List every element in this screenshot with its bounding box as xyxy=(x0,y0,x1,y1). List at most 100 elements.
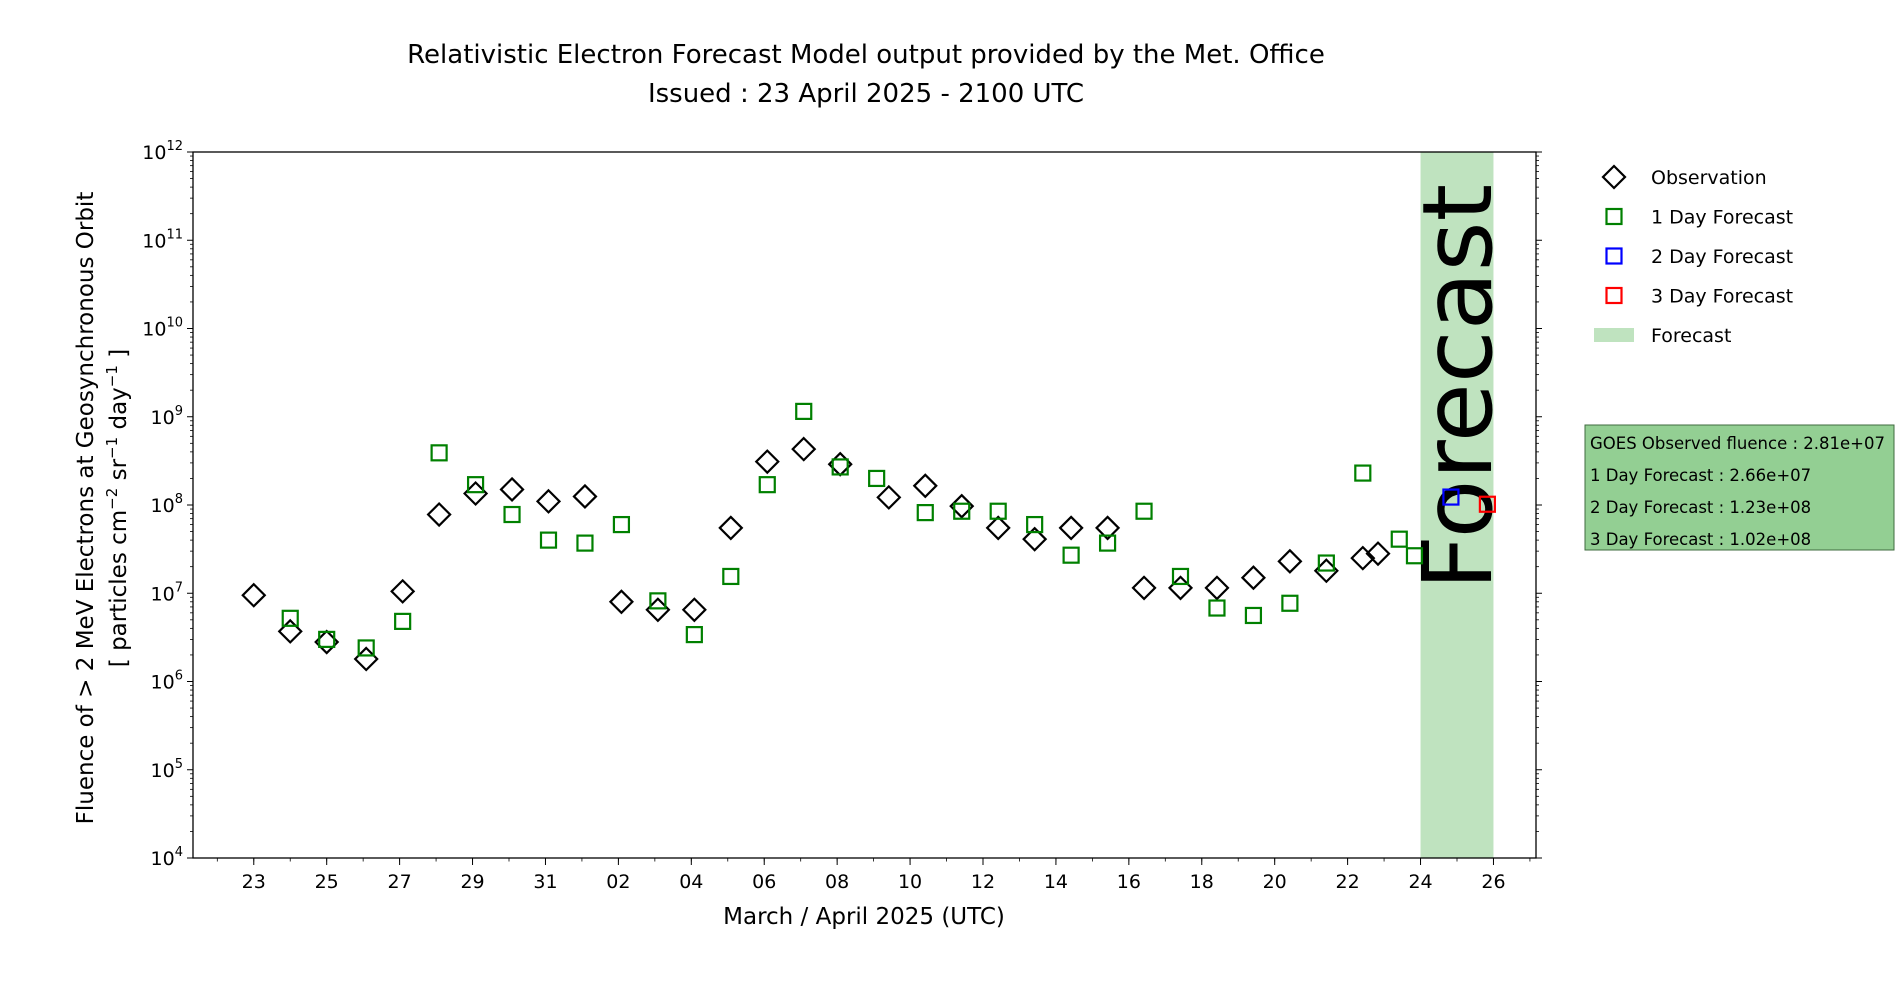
observation-point xyxy=(681,597,707,623)
x-tick-label: 10 xyxy=(898,871,922,893)
1-day-forecast-point xyxy=(503,505,521,524)
y-label-superscript: −2 xyxy=(103,488,121,510)
data-points xyxy=(241,402,1496,672)
observation-point xyxy=(499,476,525,503)
y-tick-label: 109 xyxy=(151,404,183,429)
legend-label-1-day-forecast: 1 Day Forecast xyxy=(1651,207,1793,229)
1-day-forecast-point xyxy=(539,531,558,549)
x-tick-label: 29 xyxy=(460,871,484,893)
y-tick-exponent: 8 xyxy=(175,492,183,507)
1-day-forecast-point xyxy=(1354,464,1372,482)
info-box-line: 1 Day Forecast : 2.66e+07 xyxy=(1590,466,1811,485)
legend-marker-observation xyxy=(1601,164,1627,190)
observation-point xyxy=(985,515,1011,541)
x-tick-label: 16 xyxy=(1117,871,1141,893)
x-tick-label: 20 xyxy=(1263,871,1287,893)
info-box-background xyxy=(1584,424,1895,551)
observation-point xyxy=(241,582,267,608)
1-day-forecast-point xyxy=(1208,599,1226,617)
y-tick-label: 108 xyxy=(151,492,183,517)
observation-point xyxy=(1022,526,1048,552)
chart-title: Relativistic Electron Forecast Model out… xyxy=(407,40,1325,70)
1-day-forecast-point xyxy=(989,502,1007,520)
1-day-forecast-point xyxy=(1244,606,1263,625)
y-label-superscript: −1 xyxy=(103,437,121,459)
x-tick-label: 25 xyxy=(315,871,339,893)
legend-marker-forecast xyxy=(1594,328,1634,342)
y-tick-label: 1012 xyxy=(142,139,183,164)
forecast-band-label: Forecast xyxy=(1402,184,1514,590)
y-tick-label: 1010 xyxy=(142,316,183,341)
y-tick-exponent: 12 xyxy=(166,139,183,154)
x-tick-label: 02 xyxy=(606,871,630,893)
y-label-part: [ particles cm xyxy=(106,510,132,667)
y-tick-base: 10 xyxy=(142,230,166,252)
observation-point xyxy=(718,515,744,541)
1-day-forecast-point xyxy=(466,476,485,494)
y-tick-exponent: 6 xyxy=(175,669,183,684)
observation-point xyxy=(912,473,938,499)
observation-point xyxy=(1131,575,1157,601)
legend-label-2-day-forecast: 2 Day Forecast xyxy=(1651,246,1793,268)
observation-point xyxy=(390,578,416,604)
y-tick-base: 10 xyxy=(151,848,175,870)
1-day-forecast-point xyxy=(831,458,849,476)
1-day-forecast-point xyxy=(357,639,375,657)
y-tick-exponent: 4 xyxy=(175,845,183,860)
observation-point xyxy=(1095,515,1121,541)
forecast-band-layer: Forecast xyxy=(1402,152,1514,858)
1-day-forecast-point xyxy=(795,402,813,420)
observation-point xyxy=(535,488,562,514)
1-day-forecast-point xyxy=(430,444,448,462)
1-day-forecast-point xyxy=(685,625,703,644)
y-tick-exponent: 5 xyxy=(175,757,183,772)
legend-label-observation: Observation xyxy=(1651,167,1767,189)
y-tick-base: 10 xyxy=(142,319,166,341)
1-day-forecast-point xyxy=(868,469,886,488)
y-label-part: sr xyxy=(106,458,132,487)
x-tick-label: 26 xyxy=(1481,871,1505,893)
x-axis: 23 25 27 29 31 02 04 06 08 10 12 14 16 18 20 22 24 26 xyxy=(216,858,1531,893)
observation-point xyxy=(572,483,598,510)
x-tick-label: 04 xyxy=(679,871,703,893)
info-box: GOES Observed fluence : 2.81e+07 1 Day Fo… xyxy=(1584,424,1895,551)
observation-point xyxy=(949,493,975,519)
1-day-forecast-point xyxy=(1062,546,1080,564)
x-tick-label: 08 xyxy=(825,871,849,893)
y-tick-label: 106 xyxy=(151,669,183,694)
y-tick-base: 10 xyxy=(151,583,175,605)
1-day-forecast-point xyxy=(318,630,336,648)
info-box-line: 3 Day Forecast : 1.02e+08 xyxy=(1590,530,1811,549)
y-axis-label-line2: [ particles cm−2 sr−1 day−1 ] xyxy=(103,349,132,667)
y-axis-label-line1: Fluence of > 2 MeV Electrons at Geosynch… xyxy=(73,192,99,825)
observation-point xyxy=(754,449,780,475)
observation-point xyxy=(1240,565,1266,591)
x-axis-label: March / April 2025 (UTC) xyxy=(723,904,1005,930)
y-tick-label: 107 xyxy=(151,580,183,605)
observation-point xyxy=(1204,575,1230,601)
1-day-forecast-point xyxy=(953,502,971,520)
1-day-forecast-point xyxy=(281,609,299,627)
observation-point xyxy=(791,436,817,462)
1-day-forecast-point xyxy=(394,612,412,630)
legend: Observation 1 Day Forecast 2 Day Forecast 3… xyxy=(1594,164,1793,347)
legend-label-forecast: Forecast xyxy=(1651,325,1731,347)
1-day-forecast-point xyxy=(612,515,631,534)
1-day-forecast-point xyxy=(916,504,934,522)
y-tick-exponent: 7 xyxy=(175,580,183,595)
y-tick-label: 104 xyxy=(151,845,183,870)
1-day-forecast-point xyxy=(1171,567,1190,586)
1-day-forecast-point xyxy=(722,567,740,586)
1-day-forecast-point xyxy=(1317,554,1335,572)
observation-point xyxy=(876,484,902,510)
y-tick-exponent: 9 xyxy=(175,404,183,419)
info-box-line: 2 Day Forecast : 1.23e+08 xyxy=(1590,498,1811,517)
plot-frame xyxy=(192,151,1537,859)
observation-point xyxy=(277,618,303,644)
1-day-forecast-point xyxy=(1026,515,1044,534)
1-day-forecast-point xyxy=(758,476,776,494)
y-tick-base: 10 xyxy=(151,672,175,694)
y-tick-label: 105 xyxy=(151,757,183,782)
legend-marker-2-day-forecast xyxy=(1605,247,1623,265)
